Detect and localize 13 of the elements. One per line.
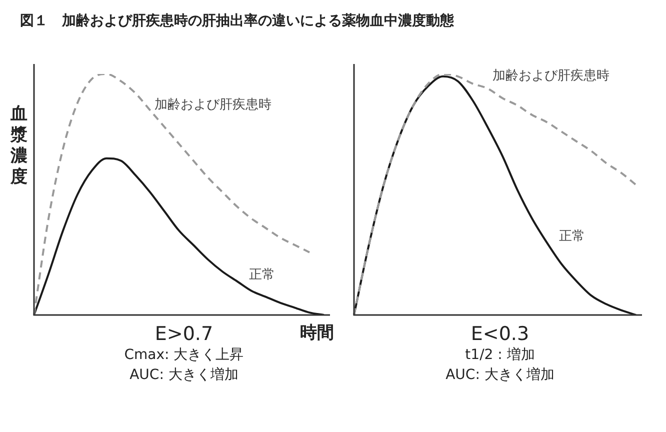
x-axis-title: 時間 — [300, 322, 334, 344]
text: E>0.7 — [154, 323, 214, 345]
text: AUC: 大きく増加 — [128, 366, 240, 385]
series-label: 正常 — [249, 268, 275, 283]
series-label: 加齢および肝疾患時 — [492, 68, 610, 84]
y-axis-title: 血漿濃度 — [9, 104, 28, 188]
text: E<0.3 — [470, 323, 530, 345]
text: Cmax: 大きく上昇 — [123, 346, 245, 365]
text: AUC: 大きく増加 — [444, 366, 556, 385]
series-label: 加齢および肝疾患時 — [154, 97, 272, 112]
series-label: 正常 — [558, 229, 585, 244]
chart-title: 図１ 加齢および肝疾患時の肝抽出率の違いによる薬物血中濃度動態 — [19, 12, 455, 31]
text: t1/2 : 増加 — [464, 346, 536, 365]
